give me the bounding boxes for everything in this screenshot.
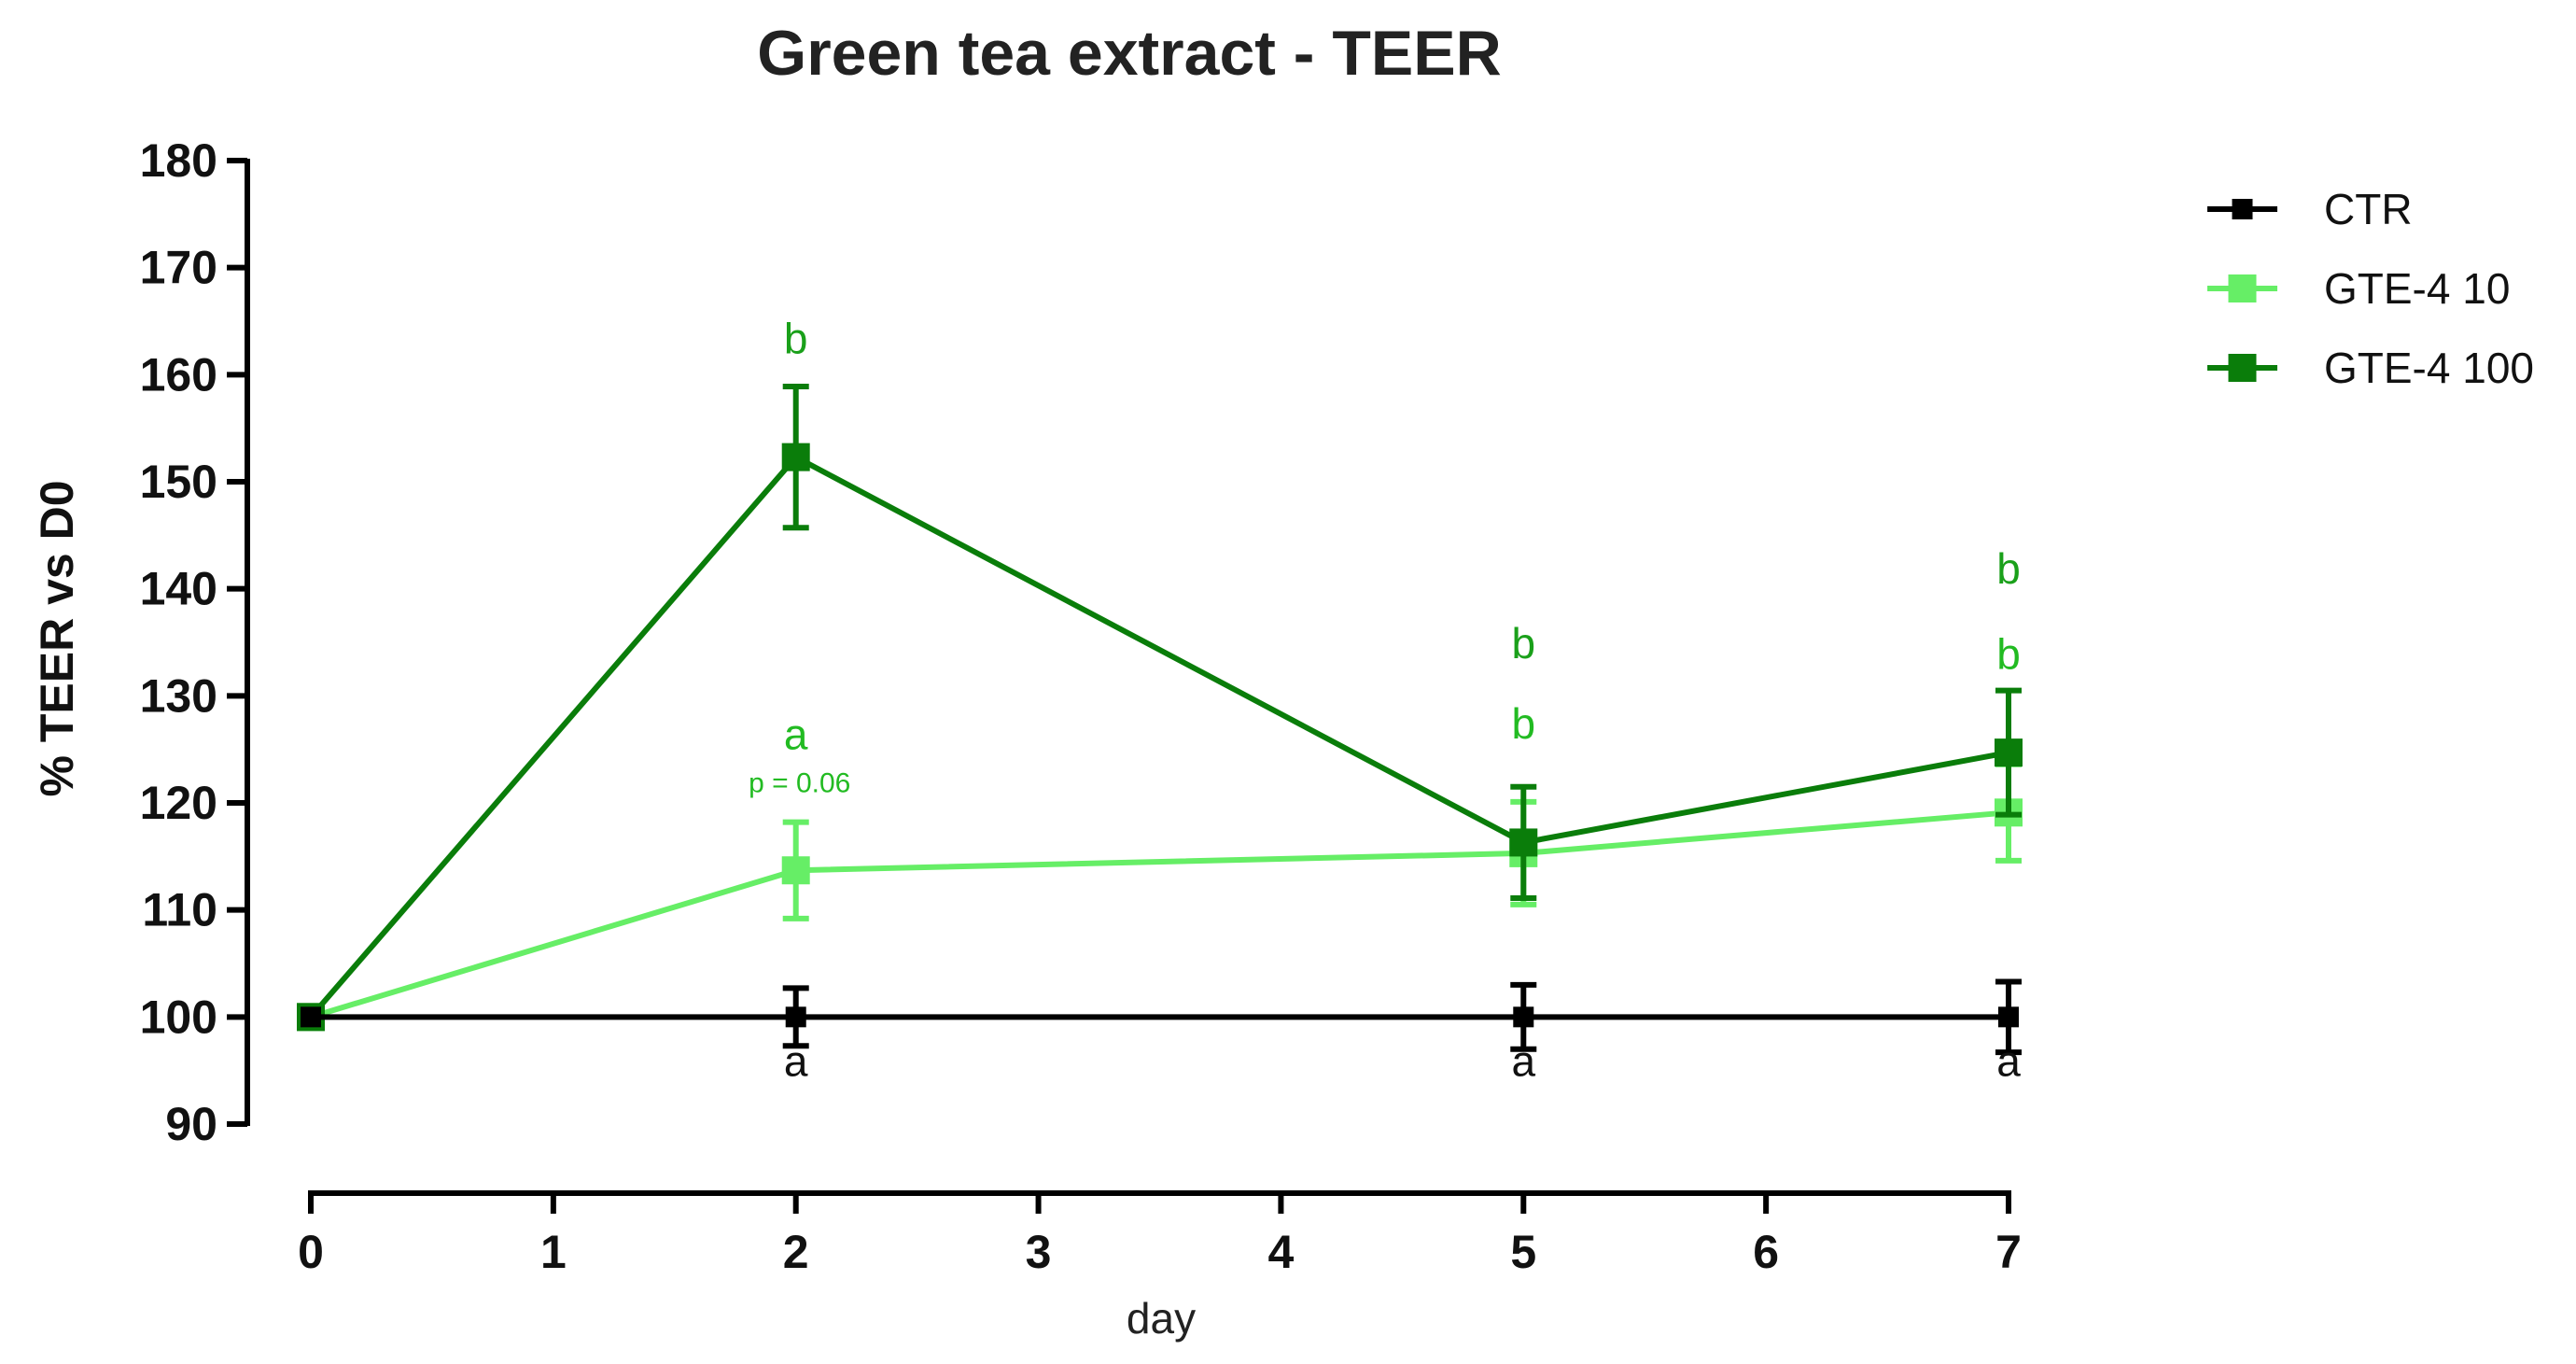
data-point xyxy=(301,1006,321,1028)
x-tick-label: 5 xyxy=(1510,1226,1536,1278)
legend-item: GTE-4 10 xyxy=(2207,264,2510,313)
significance-pvalue: p = 0.06 xyxy=(749,768,850,799)
legend-item: CTR xyxy=(2207,185,2413,233)
chart-title: Green tea extract - TEER xyxy=(757,18,1501,89)
legend-swatch-marker xyxy=(2228,274,2257,302)
legend-label: GTE-4 100 xyxy=(2324,344,2534,392)
significance-letter: b xyxy=(784,314,808,362)
y-tick-label: 90 xyxy=(165,1098,217,1150)
x-tick-label: 0 xyxy=(298,1226,324,1278)
significance-letter: b xyxy=(1996,630,2021,679)
x-tick-label: 6 xyxy=(1753,1226,1779,1278)
y-tick-label: 120 xyxy=(140,777,217,829)
legend-label: CTR xyxy=(2324,185,2413,233)
significance-letter: b xyxy=(1996,544,2021,593)
x-tick-label: 2 xyxy=(783,1226,809,1278)
data-point xyxy=(1998,1006,2019,1028)
series-line xyxy=(310,809,2009,1020)
series-ctr xyxy=(301,978,2022,1056)
significance-letter: b xyxy=(1511,699,1535,748)
x-tick-label: 1 xyxy=(540,1226,567,1278)
data-point xyxy=(1509,828,1538,857)
series-layer xyxy=(297,383,2023,1056)
y-axis: 90 100 110 120 130 140 150 160 170 180 xyxy=(140,134,250,1150)
y-tick-label: 130 xyxy=(140,669,217,722)
y-tick-label: 100 xyxy=(140,991,217,1043)
significance-letter: b xyxy=(1511,619,1535,668)
x-axis-label: day xyxy=(1127,1294,1196,1343)
significance-letter: a xyxy=(784,1036,808,1085)
x-tick-label: 4 xyxy=(1268,1226,1295,1278)
y-tick-label: 140 xyxy=(140,563,217,615)
x-tick-label: 7 xyxy=(1995,1226,2022,1278)
series-gte-4-100 xyxy=(297,383,2023,1032)
y-tick-label: 110 xyxy=(142,884,217,936)
y-tick-label: 160 xyxy=(140,348,217,401)
x-tick-label: 3 xyxy=(1026,1226,1052,1278)
x-axis: 0 1 2 3 4 5 6 7 xyxy=(298,1190,2022,1278)
data-point xyxy=(781,443,810,471)
data-point xyxy=(1995,738,2023,767)
significance-letter: a xyxy=(784,710,808,759)
significance-letter: a xyxy=(1511,1036,1535,1085)
series-line xyxy=(308,453,2009,1019)
legend-swatch-marker xyxy=(2228,354,2257,382)
y-tick-label: 170 xyxy=(140,242,217,294)
data-point xyxy=(781,856,810,885)
legend-swatch-marker xyxy=(2232,199,2253,219)
legend-label: GTE-4 10 xyxy=(2324,264,2510,313)
legend-item: GTE-4 100 xyxy=(2207,344,2534,392)
y-axis-label: % TEER vs D0 xyxy=(31,480,83,796)
significance-letter: a xyxy=(1996,1036,2021,1085)
legend: CTR GTE-4 10 GTE-4 100 xyxy=(2207,185,2534,392)
y-tick-label: 150 xyxy=(140,456,217,508)
data-point xyxy=(1513,1006,1534,1028)
series-gte-4-10 xyxy=(297,761,2023,1032)
y-tick-label: 180 xyxy=(140,134,217,187)
data-point xyxy=(785,1006,806,1028)
